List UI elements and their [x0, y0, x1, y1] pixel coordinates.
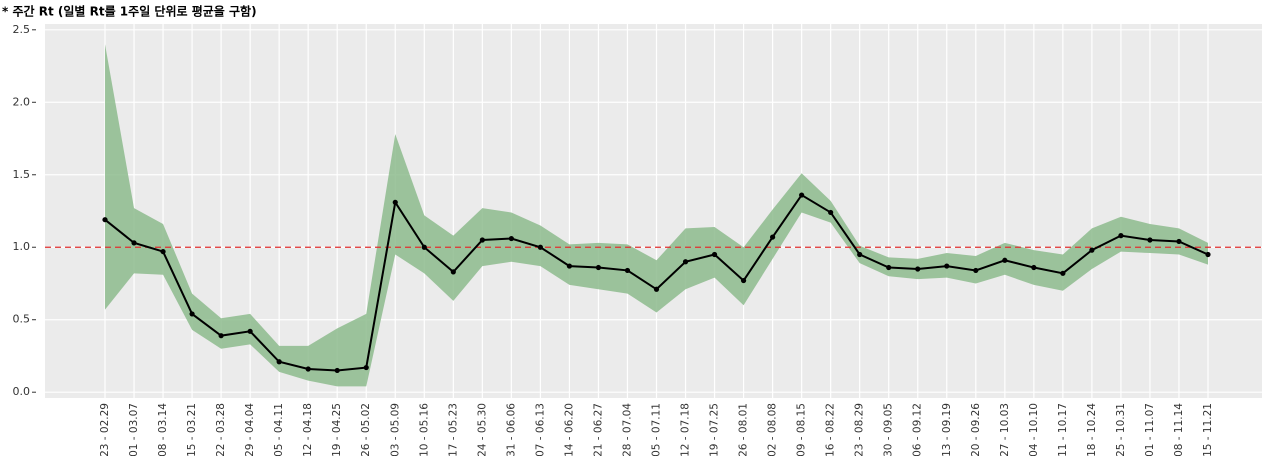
rt-point: [218, 333, 224, 339]
x-tick-label: 11.01 - 11.07: [1144, 403, 1156, 456]
y-tick-label: 1.5: [13, 168, 31, 181]
rt-point: [334, 367, 340, 374]
x-tick-label: 04.12 - 04.18: [302, 403, 314, 456]
x-tick-label: 08.02 - 08.08: [767, 403, 779, 456]
rt-point: [711, 251, 718, 258]
x-tick-label: 08.30 - 09.05: [883, 403, 895, 456]
rt-point: [682, 259, 689, 265]
rt-point: [537, 244, 543, 250]
rt-point: [915, 266, 921, 272]
confidence-band: [105, 44, 1208, 387]
x-tick-label: 10.04 - 10.10: [1028, 403, 1040, 456]
x-tick-label: 06.14 - 06.20: [563, 403, 575, 456]
rt-point: [247, 328, 253, 334]
x-tick-label: 05.10 - 05.16: [418, 403, 430, 456]
rt-point: [1147, 237, 1153, 243]
x-tick-label: 09.06 - 09.12: [912, 403, 924, 456]
x-tick-label: 09.13 - 09.19: [941, 403, 953, 456]
rt-point: [828, 209, 834, 216]
x-tick-label: 08.09 - 08.15: [796, 403, 808, 456]
rt-point: [886, 264, 892, 271]
rt-point: [857, 251, 863, 258]
x-tick-label: 05.17 - 05.23: [447, 403, 459, 456]
x-tick-label: 10.18 - 10.24: [1086, 403, 1098, 456]
rt-point: [770, 234, 776, 240]
y-tick-label: 1.0: [13, 240, 31, 253]
x-tick-label: 09.27 - 10.03: [999, 403, 1011, 456]
x-tick-label: 03.01 - 03.07: [128, 403, 140, 456]
rt-point: [1118, 233, 1124, 239]
rt-point: [421, 244, 427, 250]
y-tick-label: 0.5: [13, 313, 31, 326]
x-tick-label: 08.16 - 08.22: [825, 403, 837, 456]
rt-point: [1205, 251, 1211, 258]
rt-point: [392, 199, 398, 205]
x-tick-label: 06.07 - 06.13: [534, 403, 546, 456]
x-tick-label: 04.05 - 04.11: [273, 403, 285, 456]
rt-point: [189, 311, 195, 317]
x-tick-label: 10.11 - 10.17: [1057, 403, 1069, 456]
x-tick-label: 11.08 - 11.14: [1173, 403, 1185, 456]
rt-point: [160, 248, 166, 255]
x-tick-label: 07.26 - 08.01: [738, 403, 750, 456]
x-tick-label: 03.29 - 04.04: [244, 403, 256, 456]
x-tick-label: 06.21 - 06.27: [592, 403, 604, 456]
x-tick-label: 07.12 - 07.18: [680, 403, 692, 456]
x-tick-label: 06.28 - 07.04: [621, 403, 633, 456]
x-tick-label: 02.23 - 02.29: [99, 403, 111, 456]
rt-point: [479, 237, 485, 243]
rt-point: [131, 240, 137, 246]
rt-point: [1089, 247, 1095, 253]
x-tick-label: 07.19 - 07.25: [709, 403, 721, 456]
rt-point: [653, 286, 660, 292]
y-tick-label: 0.0: [13, 385, 31, 398]
y-tick-label: 2.0: [13, 95, 31, 108]
x-tick-label: 05.03 - 05.09: [389, 403, 401, 456]
x-tick-label: 10.25 - 10.31: [1115, 403, 1127, 456]
rt-point: [1031, 264, 1037, 271]
x-tick-label: 03.15 - 03.21: [186, 403, 198, 456]
rt-point: [1060, 270, 1066, 276]
x-tick-label: 05.31 - 06.06: [505, 403, 517, 456]
rt-point: [973, 267, 979, 274]
x-tick-label: 09.20 - 09.26: [970, 403, 982, 456]
rt-point: [944, 263, 950, 269]
x-tick-label: 03.08 - 03.14: [157, 403, 169, 456]
rt-point: [276, 359, 282, 365]
rt-point: [740, 277, 747, 284]
rt-point: [799, 192, 805, 198]
rt-point: [450, 269, 456, 275]
x-tick-label: 11.15 - 11.21: [1202, 403, 1214, 456]
y-tick-label: 2.5: [13, 23, 31, 36]
x-tick-label: 03.22 - 03.28: [215, 403, 227, 456]
chart-title: * 주간 Rt (일별 Rt를 1주일 단위로 평균을 구함): [2, 4, 257, 19]
x-tick-label: 04.26 - 05.02: [360, 403, 372, 456]
rt-point: [566, 263, 573, 269]
rt-point: [305, 366, 311, 372]
x-tick-label: 05.24 - 05.30: [476, 403, 488, 456]
rt-point: [363, 364, 369, 371]
rt-point: [1002, 257, 1008, 263]
rt-point: [508, 235, 514, 242]
rt-point: [624, 267, 631, 274]
x-tick-label: 04.19 - 04.25: [331, 403, 343, 456]
x-tick-label: 08.23 - 08.29: [854, 403, 866, 456]
rt-point: [102, 217, 108, 223]
x-tick-label: 07.05 - 07.11: [651, 403, 663, 456]
rt-point: [595, 264, 602, 271]
rt-point: [1176, 238, 1182, 245]
